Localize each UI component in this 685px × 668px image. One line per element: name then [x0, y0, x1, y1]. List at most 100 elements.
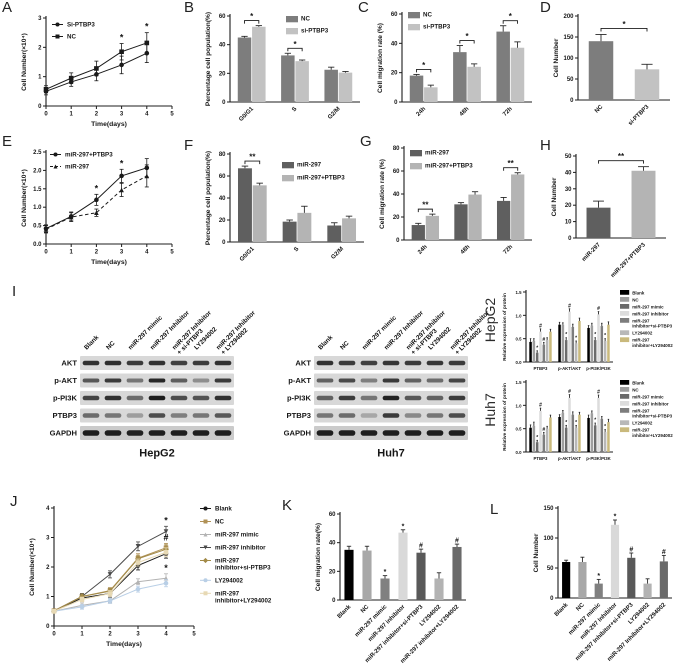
svg-text:80: 80 [219, 152, 226, 158]
svg-text:#: # [163, 532, 168, 542]
svg-text:2.5: 2.5 [33, 150, 42, 156]
panel-label-f: F [184, 137, 194, 154]
svg-text:20: 20 [329, 569, 336, 575]
svg-text:50: 50 [567, 77, 574, 83]
svg-text:inhibitor+LY294002: inhibitor+LY294002 [215, 597, 272, 604]
svg-text:1.0: 1.0 [33, 205, 42, 211]
svg-text:*: * [402, 523, 405, 530]
panel-j-growth-curve-chart: 0 1 2 3 4 Cell Number(×10⁴) 0 1 2 3 4 5 Time(days) * #… [24, 498, 280, 650]
svg-text:*: * [565, 420, 567, 426]
svg-text:0: 0 [222, 100, 226, 106]
svg-text:inhibitor+si-PTBP3: inhibitor+si-PTBP3 [215, 565, 271, 572]
svg-text:GAPDH: GAPDH [284, 429, 311, 438]
svg-text:20: 20 [219, 71, 226, 77]
svg-text:*: * [422, 61, 426, 70]
svg-text:miR-297: miR-297 [581, 242, 602, 263]
svg-text:si-PTBP3: si-PTBP3 [301, 27, 329, 34]
svg-text:p-PI3K/PI3K: p-PI3K/PI3K [586, 456, 611, 461]
svg-text:Blank: Blank [215, 506, 232, 513]
svg-text:72h: 72h [503, 244, 515, 256]
svg-text:#: # [662, 549, 666, 556]
svg-text:5: 5 [192, 632, 196, 638]
panel-label-h: H [540, 137, 551, 154]
hepg2-protein-expression-chart: 0.0 0.5 1.0 1.5 Relative expression of prote… [500, 286, 683, 374]
svg-text:miR-297+PTBP3: miR-297+PTBP3 [610, 242, 647, 279]
svg-text:0.0: 0.0 [516, 360, 523, 365]
svg-text:0.0: 0.0 [33, 242, 42, 248]
svg-text:NC: NC [339, 340, 351, 352]
svg-text:Huh7: Huh7 [377, 448, 405, 460]
svg-text:2: 2 [38, 45, 42, 51]
svg-text:60: 60 [329, 512, 336, 518]
svg-text:0: 0 [222, 240, 226, 246]
svg-text:#: # [455, 538, 459, 545]
svg-text:Relative expression of protein: Relative expression of protein [502, 383, 508, 451]
svg-text:**: ** [249, 153, 256, 162]
svg-text:1.0: 1.0 [516, 313, 523, 318]
panel-label-j: J [10, 493, 18, 510]
svg-text:AKT: AKT [61, 359, 77, 368]
F-chart-svg: 0 20 40 60 80 Percentage cell population(%) G0… [205, 151, 364, 263]
svg-text:inhibitor+si-PTBP3: inhibitor+si-PTBP3 [632, 324, 672, 329]
svg-text:LY294002: LY294002 [632, 421, 653, 426]
D-chart-svg: 0 50 100 150 200 Cell Number NC si-PTBP3 * [553, 14, 670, 127]
svg-text:PTBP3: PTBP3 [53, 411, 77, 420]
svg-text:*: * [509, 12, 513, 21]
svg-text:Blank: Blank [337, 604, 353, 620]
svg-text:2: 2 [108, 632, 112, 638]
svg-text:miR-297: miR-297 [297, 161, 322, 168]
svg-text:150: 150 [543, 506, 554, 512]
svg-text:miR-297+PTBP3: miR-297+PTBP3 [65, 152, 113, 159]
svg-text:20: 20 [391, 71, 398, 77]
panel-f-cell-cycle-chart: 0 20 40 60 80 Percentage cell population(%) G0… [200, 146, 366, 270]
svg-text:Cell Number(×10⁴): Cell Number(×10⁴) [29, 538, 36, 596]
svg-text:G0/G1: G0/G1 [239, 246, 256, 263]
panel-c-migration-chart: 0 20 40 60 Cell migration rate (%) 24h 48h 72h *… [372, 8, 536, 130]
svg-text:80: 80 [393, 146, 400, 152]
svg-text:*: * [536, 345, 538, 351]
svg-text:1: 1 [80, 632, 84, 638]
svg-text:miR-297 mimic: miR-297 mimic [632, 304, 664, 309]
svg-text:0.5: 0.5 [33, 224, 42, 230]
svg-text:#: # [542, 337, 545, 343]
svg-text:4: 4 [46, 506, 50, 512]
svg-text:*: * [95, 183, 99, 193]
svg-text:1: 1 [70, 250, 74, 256]
B-chart-svg: 0 20 40 60 Percentage cell population(%) G0/G… [205, 12, 360, 123]
svg-text:0: 0 [568, 236, 572, 242]
svg-text:Blank: Blank [83, 334, 101, 352]
panel-label-c: C [358, 0, 369, 16]
hepg2-western-blot: Blank NC miR-297 mimic miR-297 Inhibitor miR… [34, 292, 258, 464]
svg-text:100: 100 [543, 536, 554, 542]
svg-text:0: 0 [44, 250, 48, 256]
svg-text:50: 50 [565, 154, 572, 160]
svg-text:AKT: AKT [295, 359, 311, 368]
svg-text:NC: NC [594, 104, 605, 115]
svg-text:miR-297: miR-297 [425, 149, 450, 156]
svg-text:40: 40 [219, 196, 226, 202]
svg-text:2.0: 2.0 [33, 168, 42, 174]
svg-text:0: 0 [396, 238, 400, 244]
svg-text:miR-297 mimic: miR-297 mimic [354, 604, 389, 639]
svg-text:G0/G1: G0/G1 [238, 106, 255, 123]
svg-text:4: 4 [164, 632, 168, 638]
svg-text:PTBP3: PTBP3 [534, 366, 549, 371]
panel-label-d: D [540, 0, 551, 16]
svg-text:#: # [539, 403, 542, 409]
huh7-western-blot: Blank NC miR-297 mimic miR-297 Inhibitor miR… [268, 292, 492, 464]
panel-label-a: A [2, 0, 13, 16]
svg-text:10: 10 [565, 220, 572, 226]
svg-text:si-PTBP3: si-PTBP3 [628, 104, 651, 127]
J-chart-svg: 0 1 2 3 4 Cell Number(×10⁴) 0 1 2 3 4 5 Time(days) * #… [29, 506, 272, 648]
svg-text:2: 2 [46, 565, 50, 571]
svg-text:**: ** [422, 201, 429, 210]
svg-text:20: 20 [565, 203, 572, 209]
panel-k-migration-chart: 0 20 40 60 Cell migration rate(%) Blank NC miR-… [306, 506, 474, 665]
svg-text:*: * [465, 32, 469, 41]
svg-text:#: # [597, 306, 600, 312]
svg-text:NC: NC [360, 604, 371, 615]
panel-d-cell-number-chart: 0 50 100 150 200 Cell Number NC si-PTBP3 * [546, 8, 682, 130]
svg-text:Cell migration rate (%): Cell migration rate (%) [377, 23, 384, 93]
panel-label-k: K [282, 497, 293, 514]
